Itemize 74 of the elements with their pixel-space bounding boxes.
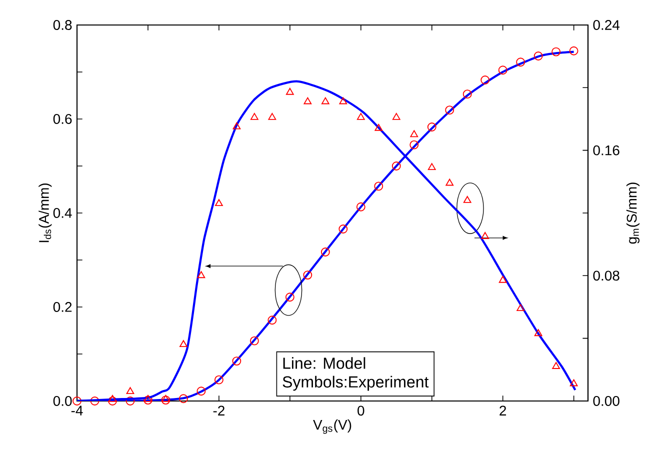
point [356,112,365,120]
point [268,112,276,120]
x-axis-title: V$_{gs}$(V) [313,419,352,434]
point [569,46,578,56]
point [108,396,117,406]
point [446,178,454,186]
point [338,224,348,234]
point [320,248,330,256]
point [498,276,507,283]
point [410,130,418,138]
y-tick-label: 0.6 [53,114,72,124]
point [286,88,294,95]
point [304,97,312,104]
point [197,271,206,278]
point [481,232,490,239]
point [516,304,525,312]
x-tick-label: 0 [358,406,364,416]
point [374,182,384,191]
point [232,122,241,130]
point [552,47,561,56]
point [339,97,348,104]
point [268,316,277,325]
annotation: Symbols:Experiment [282,376,429,391]
point [516,58,526,67]
y2-tick-label: 0.16 [593,145,620,156]
point [90,396,100,406]
y2-axis-title: g$_{m}$(S/mm) [626,182,640,244]
point [303,270,312,280]
point [374,124,383,131]
point [144,394,152,402]
point [445,106,454,115]
point [570,379,578,386]
y2-tick-label: 0.24 [593,20,620,30]
point [552,362,560,369]
y-tick-label: 0.2 [53,302,72,312]
point [144,396,152,405]
point [392,162,401,170]
point [410,140,419,150]
x-tick-label: -4 [71,406,83,416]
point [427,122,436,132]
point [161,396,170,405]
point [72,396,82,406]
point [321,97,330,104]
y2-tick-label: 0.00 [593,396,620,406]
x-tick-label: -2 [213,406,224,416]
point [462,90,472,99]
point [214,375,224,384]
point [428,163,436,170]
point [162,394,170,402]
point [196,386,206,396]
x-tick-label: 2 [500,406,506,416]
point [534,52,543,60]
point [215,199,223,206]
y2-tick-label: 0.08 [593,270,620,281]
point [126,396,135,406]
point [178,394,188,404]
point [250,336,259,346]
point [285,292,294,302]
y-tick-label: 0.4 [53,208,72,218]
y-tick-label: 0.8 [53,20,72,30]
point [392,112,400,120]
point [126,387,134,394]
point [356,202,366,212]
point [180,340,188,348]
point [108,394,116,402]
y-tick-label: 0.0 [53,396,72,406]
point [463,196,472,203]
y-axis-title: I$_{ds}$(A/mm) [38,183,52,242]
annotation: Line: Model [283,357,366,369]
point [534,329,542,336]
point [480,76,490,84]
point [232,356,242,366]
point [498,66,508,75]
point [250,112,258,120]
